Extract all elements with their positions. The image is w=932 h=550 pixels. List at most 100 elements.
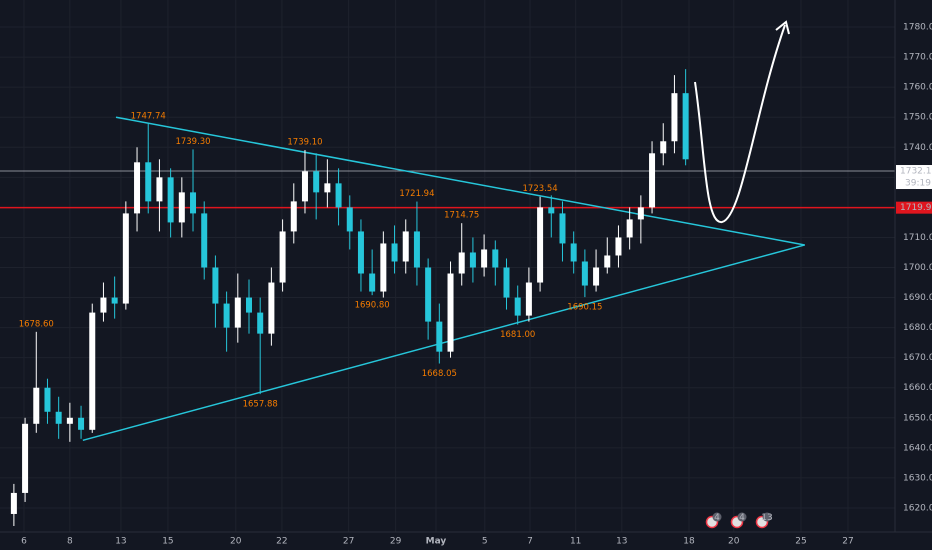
y-tick-label: 1670.00 (903, 353, 932, 363)
candle-body (626, 219, 633, 238)
y-tick-label: 1630.00 (903, 473, 932, 483)
y-tick-label: 1700.00 (903, 263, 932, 273)
candle-body (425, 267, 432, 322)
candle-body (492, 249, 499, 268)
y-tick-label: 1660.00 (903, 383, 932, 393)
x-tick-label: 18 (683, 537, 695, 547)
event-badge (737, 512, 747, 522)
candle-body (324, 183, 331, 193)
price-annotation: 1739.30 (175, 137, 210, 147)
price-annotation: 1723.54 (523, 184, 558, 194)
candle-body (145, 162, 152, 202)
x-tick-label: 6 (21, 537, 27, 547)
candle-body (402, 231, 409, 262)
price-annotation: 1681.00 (500, 330, 535, 340)
candle-body (178, 192, 185, 223)
candle-body (481, 249, 488, 268)
event-badge-label: 13 (761, 513, 772, 523)
candle-body (525, 282, 532, 316)
candle-body (604, 255, 611, 268)
candle-body (313, 171, 320, 193)
candle-body (89, 312, 96, 430)
price-annotation: 1714.75 (444, 211, 479, 221)
candle-body (380, 243, 387, 292)
candle-body (514, 297, 521, 316)
candle-body (279, 231, 286, 283)
candle-body (33, 387, 40, 424)
price-annotation: 1721.94 (399, 189, 434, 199)
y-tick-label: 1710.00 (903, 233, 932, 243)
candle-body (458, 252, 465, 274)
x-tick-label: 27 (343, 537, 354, 547)
candle-body (346, 207, 353, 232)
x-tick-label: 27 (842, 537, 853, 547)
candle-body (436, 321, 443, 352)
x-tick-label: 8 (67, 537, 73, 547)
candle-body (335, 183, 342, 208)
candle-body (671, 93, 678, 142)
y-tick-label: 1690.00 (903, 293, 932, 303)
candle-body (268, 282, 275, 334)
candle-body (212, 267, 219, 304)
price-annotation: 1739.10 (287, 137, 322, 147)
axes: 1620.00 1630.00 1640.00 1650.00 1660.00 1670.… (21, 23, 932, 547)
y-tick-label: 1620.00 (903, 503, 932, 513)
candle-body (357, 231, 364, 274)
candle-body (369, 273, 376, 292)
candle-body (22, 423, 29, 493)
price-tag (896, 165, 932, 190)
trendline (115, 116, 805, 246)
event-badge (762, 512, 772, 522)
candle-body (190, 192, 197, 214)
candle-body (548, 207, 555, 214)
event-badge-label: 4 (714, 513, 720, 523)
x-tick-label: 7 (527, 537, 533, 547)
candle-body (391, 243, 398, 262)
candle-body (167, 177, 174, 223)
x-tick-label: 20 (728, 537, 740, 547)
x-tick-label: 11 (570, 537, 581, 547)
projection-arrow (694, 24, 786, 223)
candle-body (581, 261, 588, 286)
y-tick-label: 1680.00 (903, 323, 932, 333)
x-tick-label: 25 (795, 537, 806, 547)
candle-body (134, 162, 141, 214)
candle-body (257, 312, 264, 334)
candle-body (503, 267, 510, 298)
candle-body (570, 243, 577, 262)
x-tick-label: 13 (616, 537, 627, 547)
candle-body (649, 153, 656, 208)
candle-body (100, 297, 107, 313)
candle-body (111, 297, 118, 304)
x-tick-label: May (426, 537, 447, 547)
candle-body (301, 171, 308, 202)
price-annotation: 1678.60 (19, 319, 54, 329)
price-annotation: 1668.05 (422, 369, 457, 379)
candle-body (682, 93, 689, 160)
candle-body (55, 411, 62, 424)
candle-body (559, 213, 566, 244)
trendline (82, 244, 805, 442)
candle-body (44, 387, 51, 412)
candle-body (537, 207, 544, 283)
x-tick-label: 5 (482, 537, 488, 547)
price-annotation: 1690.80 (355, 301, 390, 311)
candle-body (469, 252, 476, 268)
y-tick-label: 1750.00 (903, 113, 932, 123)
candle-body (78, 417, 85, 430)
price-annotation: 1690.15 (567, 303, 602, 313)
candle-body (660, 141, 667, 154)
countdown: 39:19 (905, 179, 931, 189)
price-tag (896, 201, 932, 214)
event-badge (712, 512, 722, 522)
y-tick-label: 1760.00 (903, 83, 932, 93)
candle-body (593, 267, 600, 286)
y-tick-label: 1740.00 (903, 143, 932, 153)
arrow-head (775, 20, 790, 35)
candle-body (245, 297, 252, 313)
candle-body (447, 273, 454, 352)
candle-body (201, 213, 208, 268)
x-tick-label: 29 (390, 537, 402, 547)
